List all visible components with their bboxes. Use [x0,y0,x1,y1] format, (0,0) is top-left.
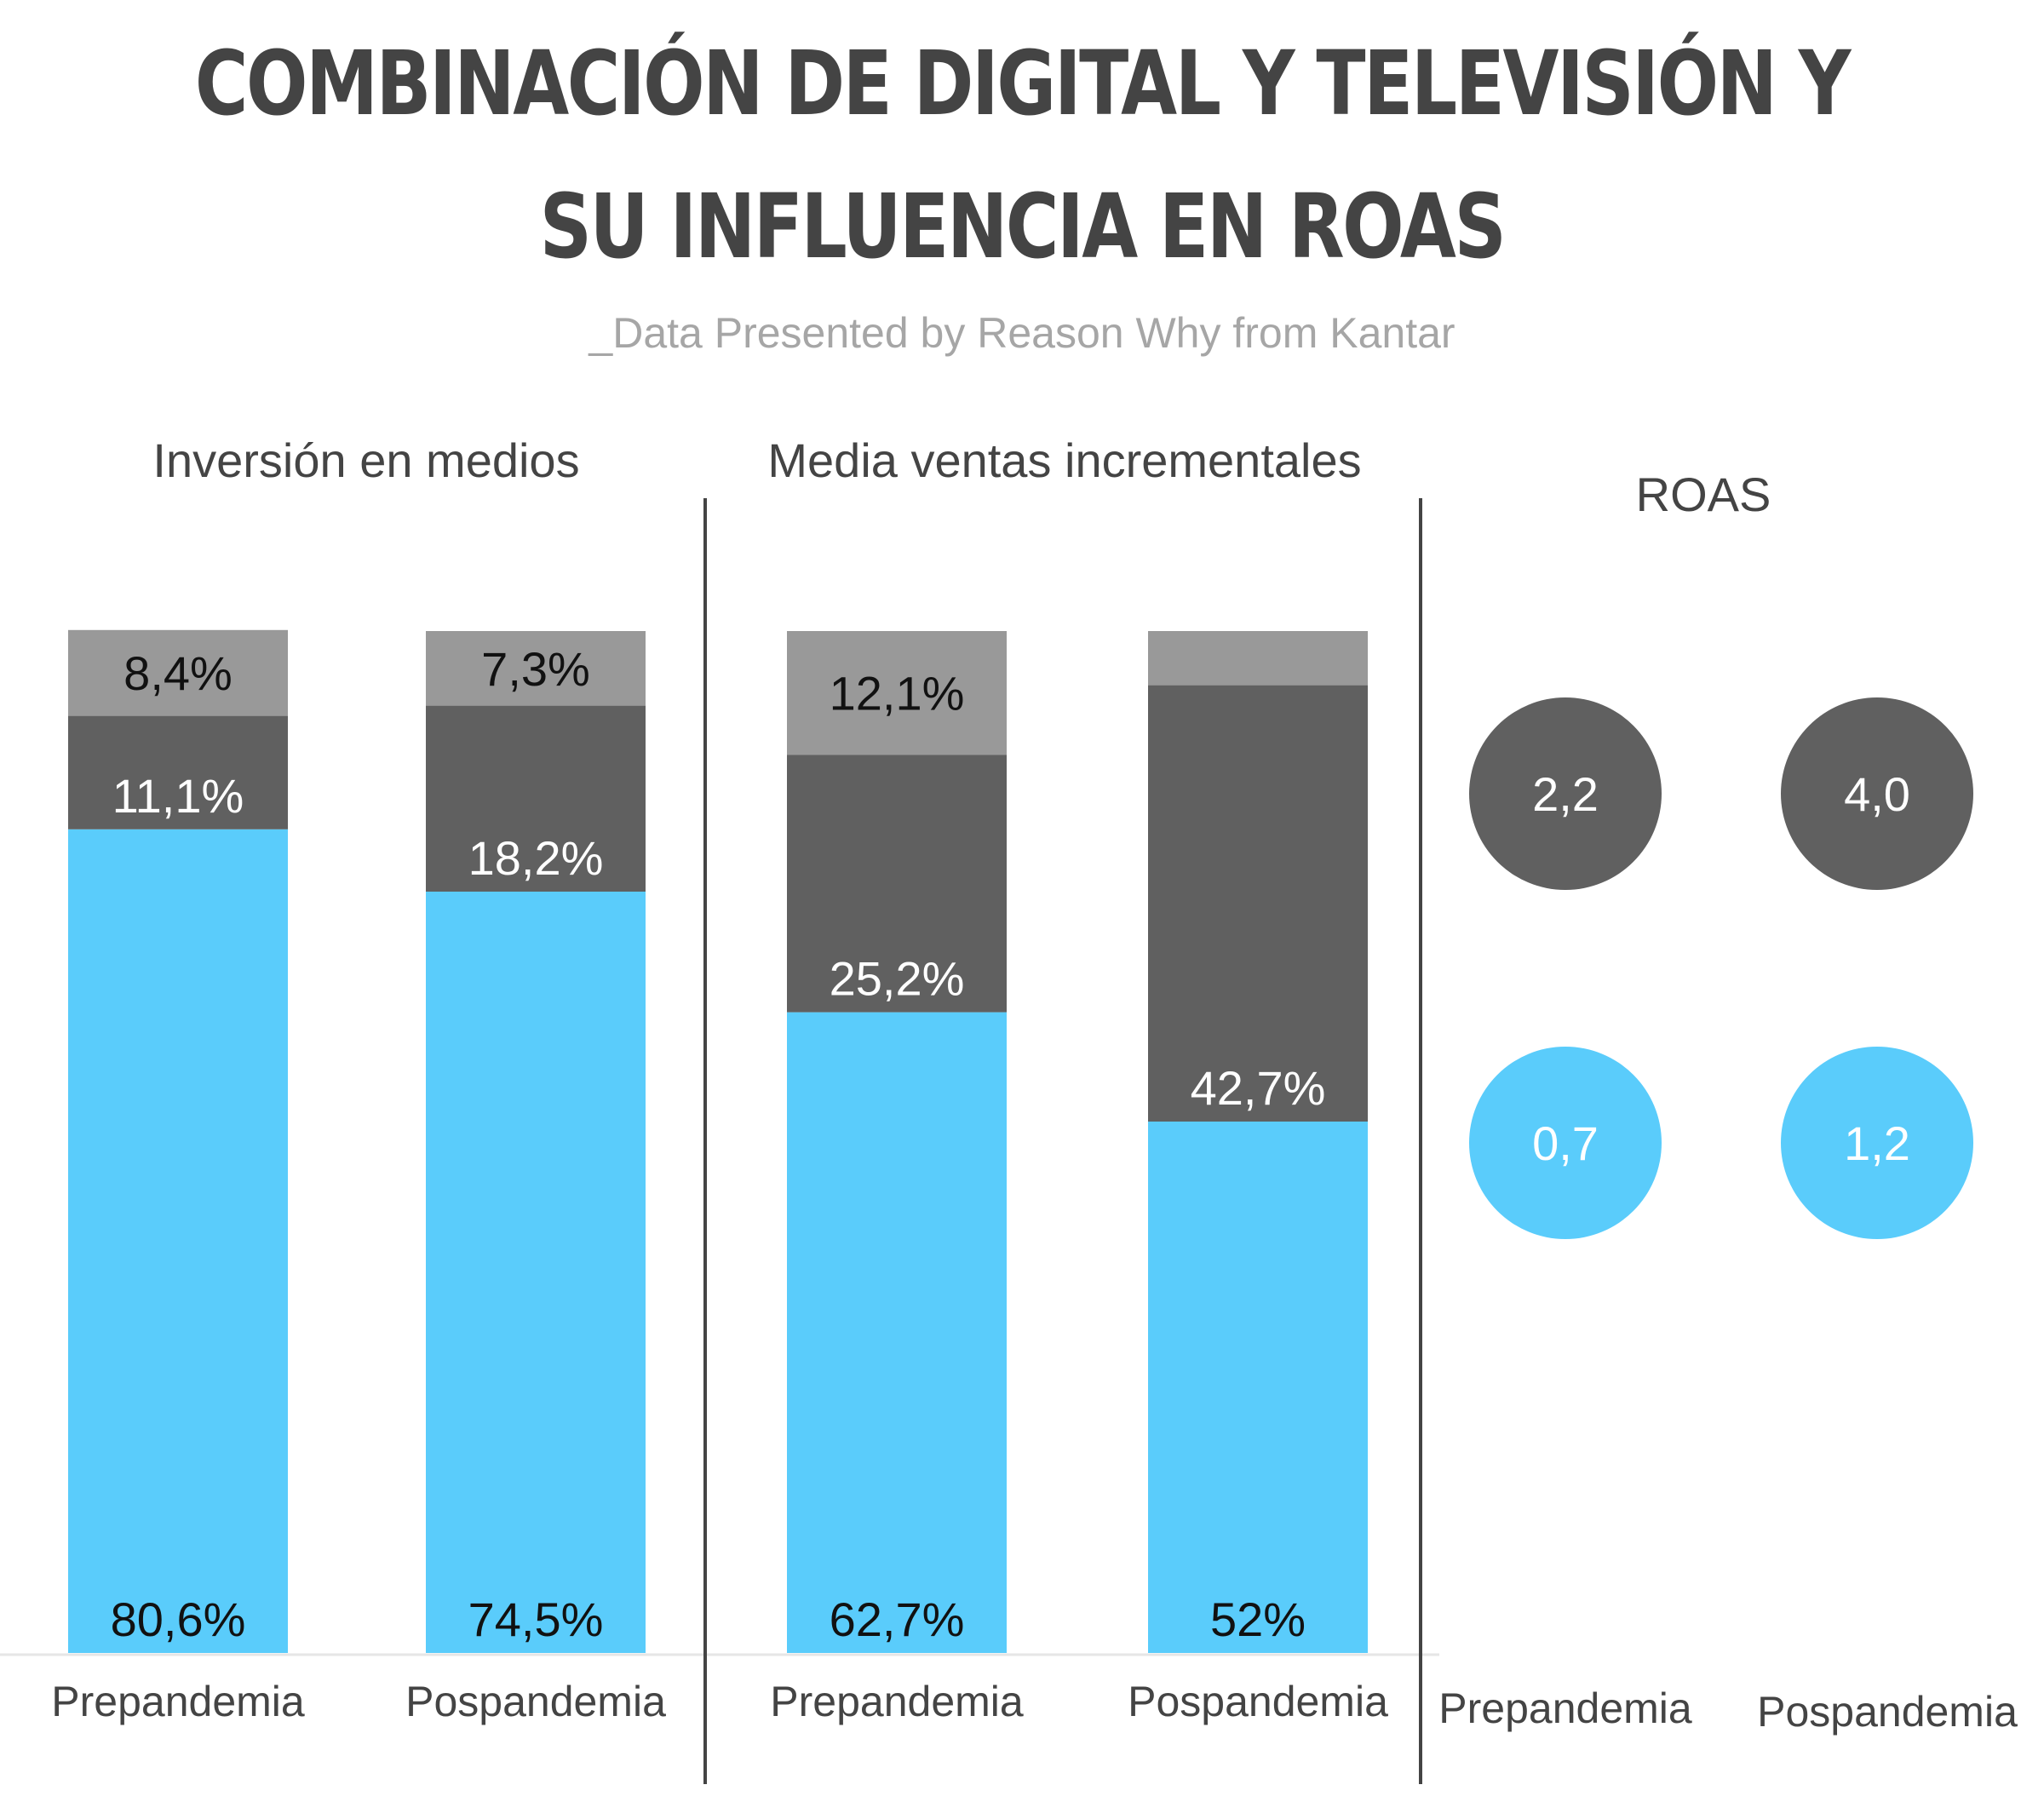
data-label-p2-c1-s2: 25,2% [830,952,965,1006]
panel-title-1: Inversión en medios [152,433,579,487]
roas-bubble-s2-c1 [1469,1047,1662,1239]
data-label-p1-c1-s2: 11,1% [112,769,244,823]
bar-segment-p1-c1-s3 [68,629,288,716]
bar-segment-p1-c1-s1 [68,829,288,1653]
x-tick-label-p1-c1: Prepandemia [51,1678,305,1725]
bar-segment-p2-c2-s3 [1148,631,1368,686]
x-tick-label-p2-c1: Prepandemia [770,1678,1024,1725]
data-label-p2-c1-s3: 12,1% [830,667,965,720]
bar-segment-p2-c1-s2 [787,755,1007,1013]
data-label-p1-c2-s2: 18,2% [468,831,604,885]
roas-bubble-s2-c2 [1781,1047,1973,1239]
roas-value-s1-c1: 2,2 [1532,767,1599,821]
data-label-p1-c1-s1: 80,6% [111,1593,246,1646]
data-label-p2-c1-s1: 62,7% [830,1593,965,1646]
bar-segment-p1-c1-s2 [68,715,288,829]
bar-segment-p2-c1-s3 [787,631,1007,755]
bar-segment-p1-c2-s1 [426,892,646,1653]
bar-segment-p1-c2-s2 [426,705,646,892]
x-tick-label-p3-c1: Prepandemia [1438,1684,1692,1732]
panel-title-3: ROAS [1636,468,1771,521]
bar-segment-p2-c1-s1 [787,1012,1007,1653]
x-tick-label-p2-c2: Pospandemia [1128,1678,1388,1725]
bar-segment-p1-c2-s3 [426,631,646,706]
bar-segment-p2-c2-s1 [1148,1122,1368,1653]
roas-value-s2-c2: 1,2 [1844,1116,1910,1170]
data-label-p2-c2-s2: 42,7% [1191,1061,1326,1115]
bar-segment-p2-c2-s2 [1148,685,1368,1122]
page-title: COMBINACIÓN DE DIGITAL Y TELEVISIÓN Y SU… [194,32,1852,278]
panels-layer: Inversión en medios 80,6% 11,1% 8,4% Prepand… [51,433,2018,1736]
roas-value-s1-c2: 4,0 [1844,767,1910,821]
data-label-p2-c2-s1: 52% [1210,1593,1306,1646]
roas-value-s2-c1: 0,7 [1532,1116,1599,1170]
x-tick-label-p3-c2: Pospandemia [1757,1688,2018,1736]
panel-title-2: Media ventas incrementales [767,433,1361,487]
page-subtitle: _Data Presented by Reason Why from Kanta… [589,309,1455,357]
roas-bubble-s1-c2 [1781,697,1973,890]
x-tick-label-p1-c2: Pospandemia [405,1678,666,1725]
data-label-p1-c1-s3: 8,4% [123,646,233,700]
data-label-p1-c2-s1: 74,5% [468,1593,604,1646]
data-label-p1-c2-s3: 7,3% [481,642,590,696]
roas-bubble-s1-c1 [1469,697,1662,890]
